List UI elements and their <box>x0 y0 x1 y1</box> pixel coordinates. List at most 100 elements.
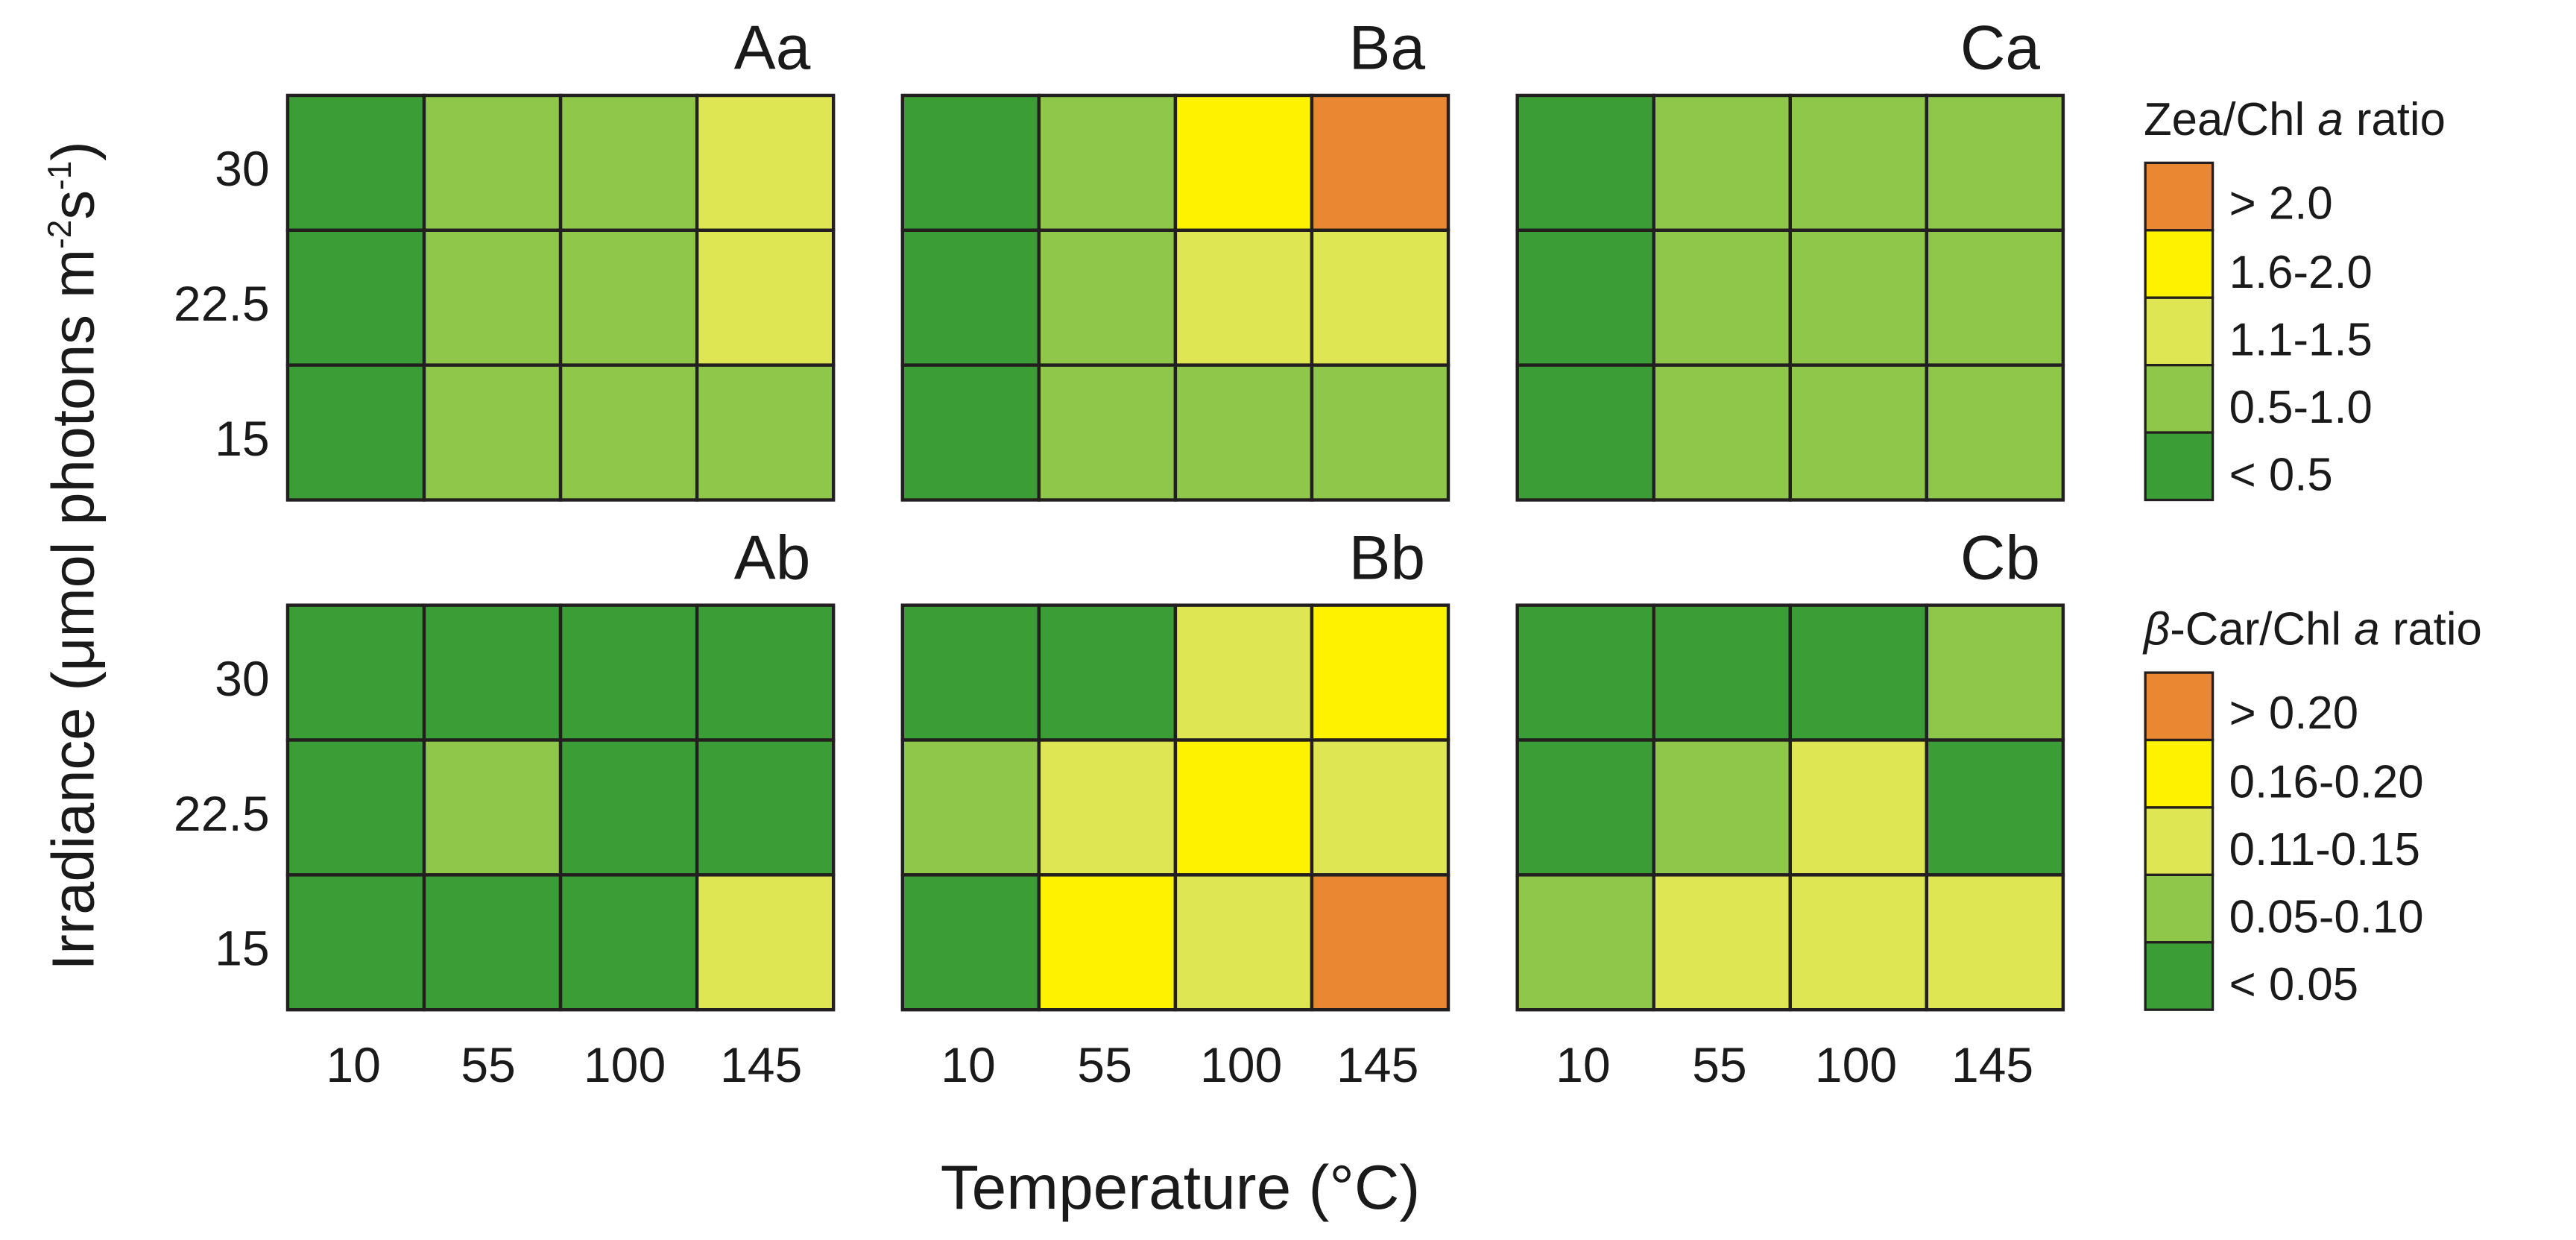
panel-title: Ba <box>1349 13 1426 83</box>
heatmap-cell <box>695 228 836 367</box>
heatmap-cell <box>422 363 563 502</box>
heatmap-cell <box>900 228 1041 367</box>
x-ticks-col-c: 10 55 100 145 <box>1556 1038 2033 1093</box>
heatmap-cell <box>900 873 1041 1012</box>
heatmap-cell <box>900 93 1041 233</box>
heatmap-cell <box>1515 603 1655 742</box>
heatmap-panel-cb: Cb <box>1515 522 2065 1012</box>
x-tick-label: 55 <box>1692 1038 1747 1093</box>
panel-title: Bb <box>1349 522 1426 592</box>
legend-car-item: < 0.05 <box>2229 959 2358 1010</box>
x-tick-label: 100 <box>1200 1038 1282 1093</box>
heatmap-panel-ba: Ba <box>900 13 1450 502</box>
heatmap-cell <box>1515 873 1655 1012</box>
legend-zea-item: 0.5-1.0 <box>2229 382 2373 433</box>
heatmap-cell <box>1037 873 1178 1012</box>
x-tick-label: 55 <box>1077 1038 1132 1093</box>
heatmap-cell <box>1788 93 1929 233</box>
heatmap-cell <box>558 873 699 1012</box>
y-ticks-top: 30 22.5 15 <box>174 142 270 467</box>
y-axis-label-sup2: -1 <box>42 161 78 190</box>
heatmap-panel-ab: Ab <box>285 522 836 1012</box>
legend-zea: Zea/Chl a ratio > 2.0 1.6-2.0 1.1-1.5 0.… <box>2144 94 2446 502</box>
heatmap-cell <box>1925 93 2065 233</box>
x-tick-label: 145 <box>1951 1038 2033 1093</box>
y-tick-label: 22.5 <box>174 277 270 332</box>
y-axis-label: Irradiance (μmol photons m-2s-1) <box>40 141 107 970</box>
x-tick-label: 145 <box>720 1038 802 1093</box>
heatmap-panels: Aa Ba Ca Ab Bb Cb <box>285 13 2065 1012</box>
heatmap-cell <box>900 363 1041 502</box>
heatmap-cell <box>558 93 699 233</box>
heatmap-cell <box>285 363 426 502</box>
heatmap-cell <box>1652 363 1792 502</box>
x-tick-label: 100 <box>1815 1038 1897 1093</box>
heatmap-cell <box>1788 738 1929 877</box>
heatmap-cell <box>285 873 426 1012</box>
legend-swatch <box>2144 161 2214 232</box>
heatmap-cell <box>1310 873 1450 1012</box>
heatmap-cell <box>1173 873 1314 1012</box>
legend-zea-item: > 2.0 <box>2229 177 2333 229</box>
legend-swatch <box>2144 941 2214 1011</box>
x-tick-label: 145 <box>1336 1038 1418 1093</box>
legend-zea-item: 1.1-1.5 <box>2229 314 2373 365</box>
heatmap-cell <box>1037 93 1178 233</box>
legend-swatch <box>2144 229 2214 299</box>
heatmap-panel-ca: Ca <box>1515 13 2065 502</box>
legend-zea-swatches <box>2144 161 2214 502</box>
y-tick-label: 30 <box>215 142 270 197</box>
legend-car-title: β-Car/Chl a ratio <box>2142 604 2482 655</box>
heatmap-cell <box>422 228 563 367</box>
heatmap-cell <box>422 738 563 877</box>
heatmap-cell <box>1173 363 1314 502</box>
heatmap-cell <box>558 603 699 742</box>
heatmap-cell <box>285 228 426 367</box>
legend-swatch <box>2144 873 2214 944</box>
panel-title: Ab <box>734 522 811 592</box>
heatmap-cell <box>285 738 426 877</box>
heatmap-cell <box>1515 363 1655 502</box>
y-tick-label: 15 <box>215 922 270 977</box>
heatmap-cell <box>1173 738 1314 877</box>
heatmap-cell <box>1173 93 1314 233</box>
heatmap-cell <box>1515 93 1655 233</box>
heatmap-cell <box>1652 93 1792 233</box>
heatmap-cell <box>1652 873 1792 1012</box>
heatmap-cell <box>1310 603 1450 742</box>
panel-title: Aa <box>734 13 811 83</box>
heatmap-cell <box>695 93 836 233</box>
y-axis-label-close: ) <box>40 141 107 160</box>
heatmap-cell <box>695 363 836 502</box>
y-axis-label-main: Irradiance (μmol photons m <box>40 249 107 971</box>
legend-car-item: 0.05-0.10 <box>2229 892 2424 943</box>
heatmap-panel-aa: Aa <box>285 13 836 502</box>
heatmap-cell <box>900 738 1041 877</box>
x-ticks-col-a: 10 55 100 145 <box>326 1038 802 1093</box>
heatmap-cell <box>695 873 836 1012</box>
heatmap-cell <box>558 228 699 367</box>
heatmap-cell <box>1652 228 1792 367</box>
heatmap-cell <box>695 738 836 877</box>
y-tick-label: 30 <box>215 652 270 707</box>
y-tick-label: 22.5 <box>174 787 270 842</box>
legend-swatch <box>2144 806 2214 877</box>
x-tick-label: 10 <box>326 1038 381 1093</box>
legend-car-swatches <box>2144 671 2214 1011</box>
heatmap-cell <box>1925 603 2065 742</box>
legend-zea-item: < 0.5 <box>2229 449 2333 500</box>
heatmap-cell <box>1515 738 1655 877</box>
panel-title: Ca <box>1960 13 2041 83</box>
legend-swatch <box>2144 296 2214 367</box>
heatmap-cell <box>1037 228 1178 367</box>
panel-title: Cb <box>1960 522 2040 592</box>
legend-car-item: 0.11-0.15 <box>2229 824 2420 875</box>
y-ticks-bottom: 30 22.5 15 <box>174 652 270 977</box>
x-axis-label: Temperature (°C) <box>941 1152 1421 1222</box>
heatmap-cell <box>422 873 563 1012</box>
heatmap-cell <box>1925 873 2065 1012</box>
y-tick-label: 15 <box>215 412 270 467</box>
heatmap-cell <box>1037 363 1178 502</box>
heatmap-cell <box>1652 738 1792 877</box>
